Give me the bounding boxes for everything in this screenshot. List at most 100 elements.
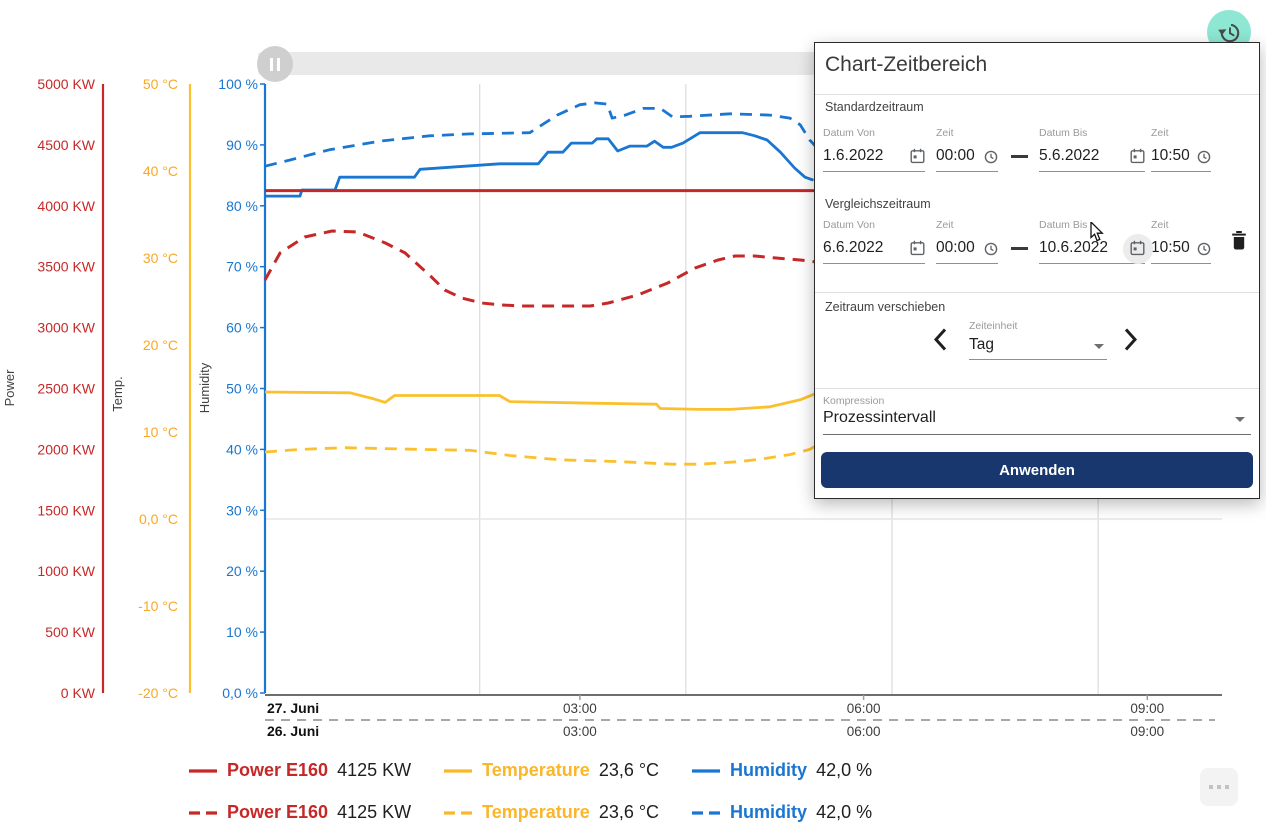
compare-to-date-field[interactable]: Datum Bis 10.6.2022 (1039, 219, 1153, 264)
humidity-tick-label: 100 % (218, 76, 258, 92)
humidity-tick-label: 70 % (226, 259, 258, 275)
compare-from-time-field[interactable]: Zeit 00:00 (936, 219, 998, 264)
calendar-icon[interactable] (1130, 148, 1145, 164)
pause-icon (270, 57, 273, 71)
power-tick-label: 2500 KW (37, 381, 95, 397)
temp-tick-label: 0,0 °C (139, 511, 178, 527)
clock-icon[interactable] (1197, 242, 1211, 256)
clock-icon[interactable] (1197, 150, 1211, 164)
icon-hover-highlight (1123, 234, 1153, 264)
temp-tick-label: 30 °C (143, 250, 178, 266)
power-tick-label: 5000 KW (37, 76, 95, 92)
humidity-tick-label: 30 % (226, 502, 258, 518)
compare-from-date-field[interactable]: Datum Von 6.6.2022 (823, 219, 925, 264)
power-tick-label: 4500 KW (37, 137, 95, 153)
humidity-tick-label: 90 % (226, 137, 258, 153)
pause-icon (277, 57, 280, 71)
humidity-tick-label: 20 % (226, 563, 258, 579)
legend-item-power-e160[interactable]: Power E160 4125 KW (188, 802, 411, 823)
compare-section-label: Vergleichszeitraum (825, 197, 931, 211)
x-tick-label-current: 06:00 (847, 701, 881, 716)
temp-tick-label: 50 °C (143, 76, 178, 92)
legend-series-value: 4125 KW (337, 802, 412, 822)
legend-item-temperature[interactable]: Temperature 23,6 °C (443, 760, 659, 781)
legend-series-name: Power E160 (227, 802, 329, 822)
legend-marker-dashed (189, 810, 217, 815)
legend-row-solid: Power E160 4125 KW Temperature 23,6 °C Humid… (188, 760, 872, 781)
chevron-left-icon[interactable] (933, 327, 948, 352)
legend-marker-solid (444, 768, 473, 773)
legend-series-name: Humidity (730, 802, 808, 822)
temp-tick-label: 20 °C (143, 337, 178, 353)
humidity-tick-label: 50 % (226, 381, 258, 397)
underline (969, 359, 1107, 360)
series-humidity-dashed (264, 101, 817, 168)
x-tick-label-current: 09:00 (1130, 701, 1164, 716)
humidity-tick-label: 0,0 % (222, 685, 258, 701)
time-range-slider-handle[interactable] (257, 46, 293, 82)
divider (815, 292, 1259, 293)
apply-button[interactable]: Anwenden (821, 452, 1253, 488)
temp-tick-label: 40 °C (143, 163, 178, 179)
range-dash (1011, 155, 1028, 158)
series-temp-dashed (264, 444, 817, 466)
chevron-right-icon[interactable] (1123, 327, 1138, 352)
dialog-title: Chart-Zeitbereich (825, 53, 988, 76)
caret-down-icon[interactable] (1094, 344, 1104, 349)
compare-to-time-field[interactable]: Zeit 10:50 (1151, 219, 1211, 264)
field-label: Zeit (936, 127, 954, 139)
field-value: 10.6.2022 (1039, 239, 1108, 256)
temp-tick-label: -20 °C (138, 685, 178, 701)
field-value: 10:50 (1151, 147, 1190, 164)
legend-series-value: 23,6 °C (598, 802, 660, 822)
clock-icon[interactable] (984, 242, 998, 256)
power-tick-label: 3500 KW (37, 259, 95, 275)
compression-value[interactable]: Prozessintervall (823, 409, 936, 426)
legend-series-value: 42,0 % (816, 760, 873, 780)
calendar-icon[interactable] (910, 148, 925, 164)
humidity-tick-label: 10 % (226, 624, 258, 640)
standard-section-label: Standardzeitraum (825, 100, 924, 114)
x-tick-label-compare: 09:00 (1130, 724, 1164, 739)
range-dash (1011, 247, 1028, 250)
legend-item-power-e160[interactable]: Power E160 4125 KW (188, 760, 411, 781)
more-options-icon (1217, 785, 1221, 789)
standard-to-date-field[interactable]: Datum Bis 5.6.2022 (1039, 127, 1145, 172)
time-unit-value[interactable]: Tag (969, 336, 994, 353)
legend-item-humidity[interactable]: Humidity 42,0 % (691, 760, 872, 781)
power-tick-label: 4000 KW (37, 198, 95, 214)
legend-item-humidity[interactable]: Humidity 42,0 % (691, 802, 872, 823)
legend-item-temperature[interactable]: Temperature 23,6 °C (443, 802, 659, 823)
more-options-button[interactable] (1200, 768, 1238, 806)
humidity-axis-title: Humidity (197, 362, 212, 413)
field-label: Datum Bis (1039, 219, 1088, 231)
calendar-icon[interactable] (910, 240, 925, 256)
clock-icon[interactable] (984, 150, 998, 164)
legend-series-name: Temperature (482, 760, 590, 780)
power-tick-label: 0 KW (61, 685, 96, 701)
humidity-tick-label: 60 % (226, 320, 258, 336)
chart-timerange-dialog: Chart-Zeitbereich Standardzeitraum Datum… (814, 42, 1260, 499)
legend-series-value: 4125 KW (337, 760, 412, 780)
caret-down-icon[interactable] (1235, 417, 1245, 422)
divider (815, 94, 1259, 95)
field-label: Datum Bis (1039, 127, 1088, 139)
field-value: 00:00 (936, 147, 975, 164)
field-value: 1.6.2022 (823, 147, 884, 164)
power-tick-label: 2000 KW (37, 441, 95, 457)
divider (815, 388, 1259, 389)
field-label: Datum Von (823, 127, 875, 139)
shift-section-label: Zeitraum verschieben (825, 300, 946, 314)
power-tick-label: 1500 KW (37, 502, 95, 518)
history-icon (1217, 23, 1239, 42)
field-value: 00:00 (936, 239, 975, 256)
temp-tick-label: 10 °C (143, 424, 178, 440)
power-tick-label: 3000 KW (37, 320, 95, 336)
compression-label: Kompression (823, 395, 885, 407)
field-value: 6.6.2022 (823, 239, 884, 256)
standard-from-date-field[interactable]: Datum Von 1.6.2022 (823, 127, 925, 172)
trash-icon[interactable] (1231, 231, 1247, 250)
calendar-icon[interactable] (1130, 240, 1145, 256)
standard-to-time-field[interactable]: Zeit 10:50 (1151, 127, 1211, 172)
standard-from-time-field[interactable]: Zeit 00:00 (936, 127, 998, 172)
